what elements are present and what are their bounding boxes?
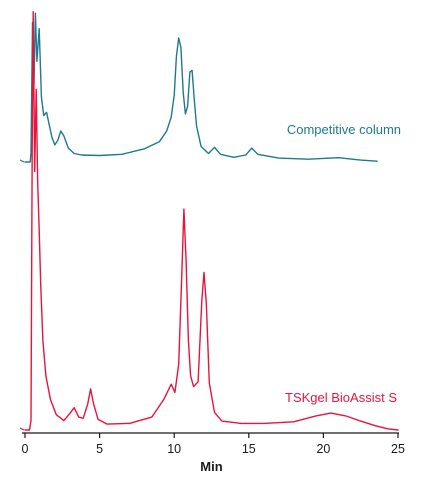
x-tick-label: 5 — [96, 442, 103, 456]
axes: 0 5 10 15 20 25 Min — [19, 159, 405, 474]
traces — [24, 10, 399, 431]
series-line — [24, 12, 378, 163]
x-tick-label: 20 — [316, 442, 330, 456]
x-tick-label: 10 — [167, 442, 181, 456]
series-line — [24, 10, 399, 431]
series-label: Competitive column — [287, 122, 401, 137]
x-tick-label: 25 — [391, 442, 405, 456]
x-axis-title: Min — [200, 459, 222, 474]
labels: Competitive column TSKgel BioAssist S — [285, 122, 401, 405]
x-tick-label: 0 — [22, 442, 29, 456]
series-label: TSKgel BioAssist S — [285, 390, 397, 405]
baseline-stub — [19, 159, 25, 163]
baseline-stub — [19, 427, 25, 431]
x-tick-label: 15 — [242, 442, 256, 456]
